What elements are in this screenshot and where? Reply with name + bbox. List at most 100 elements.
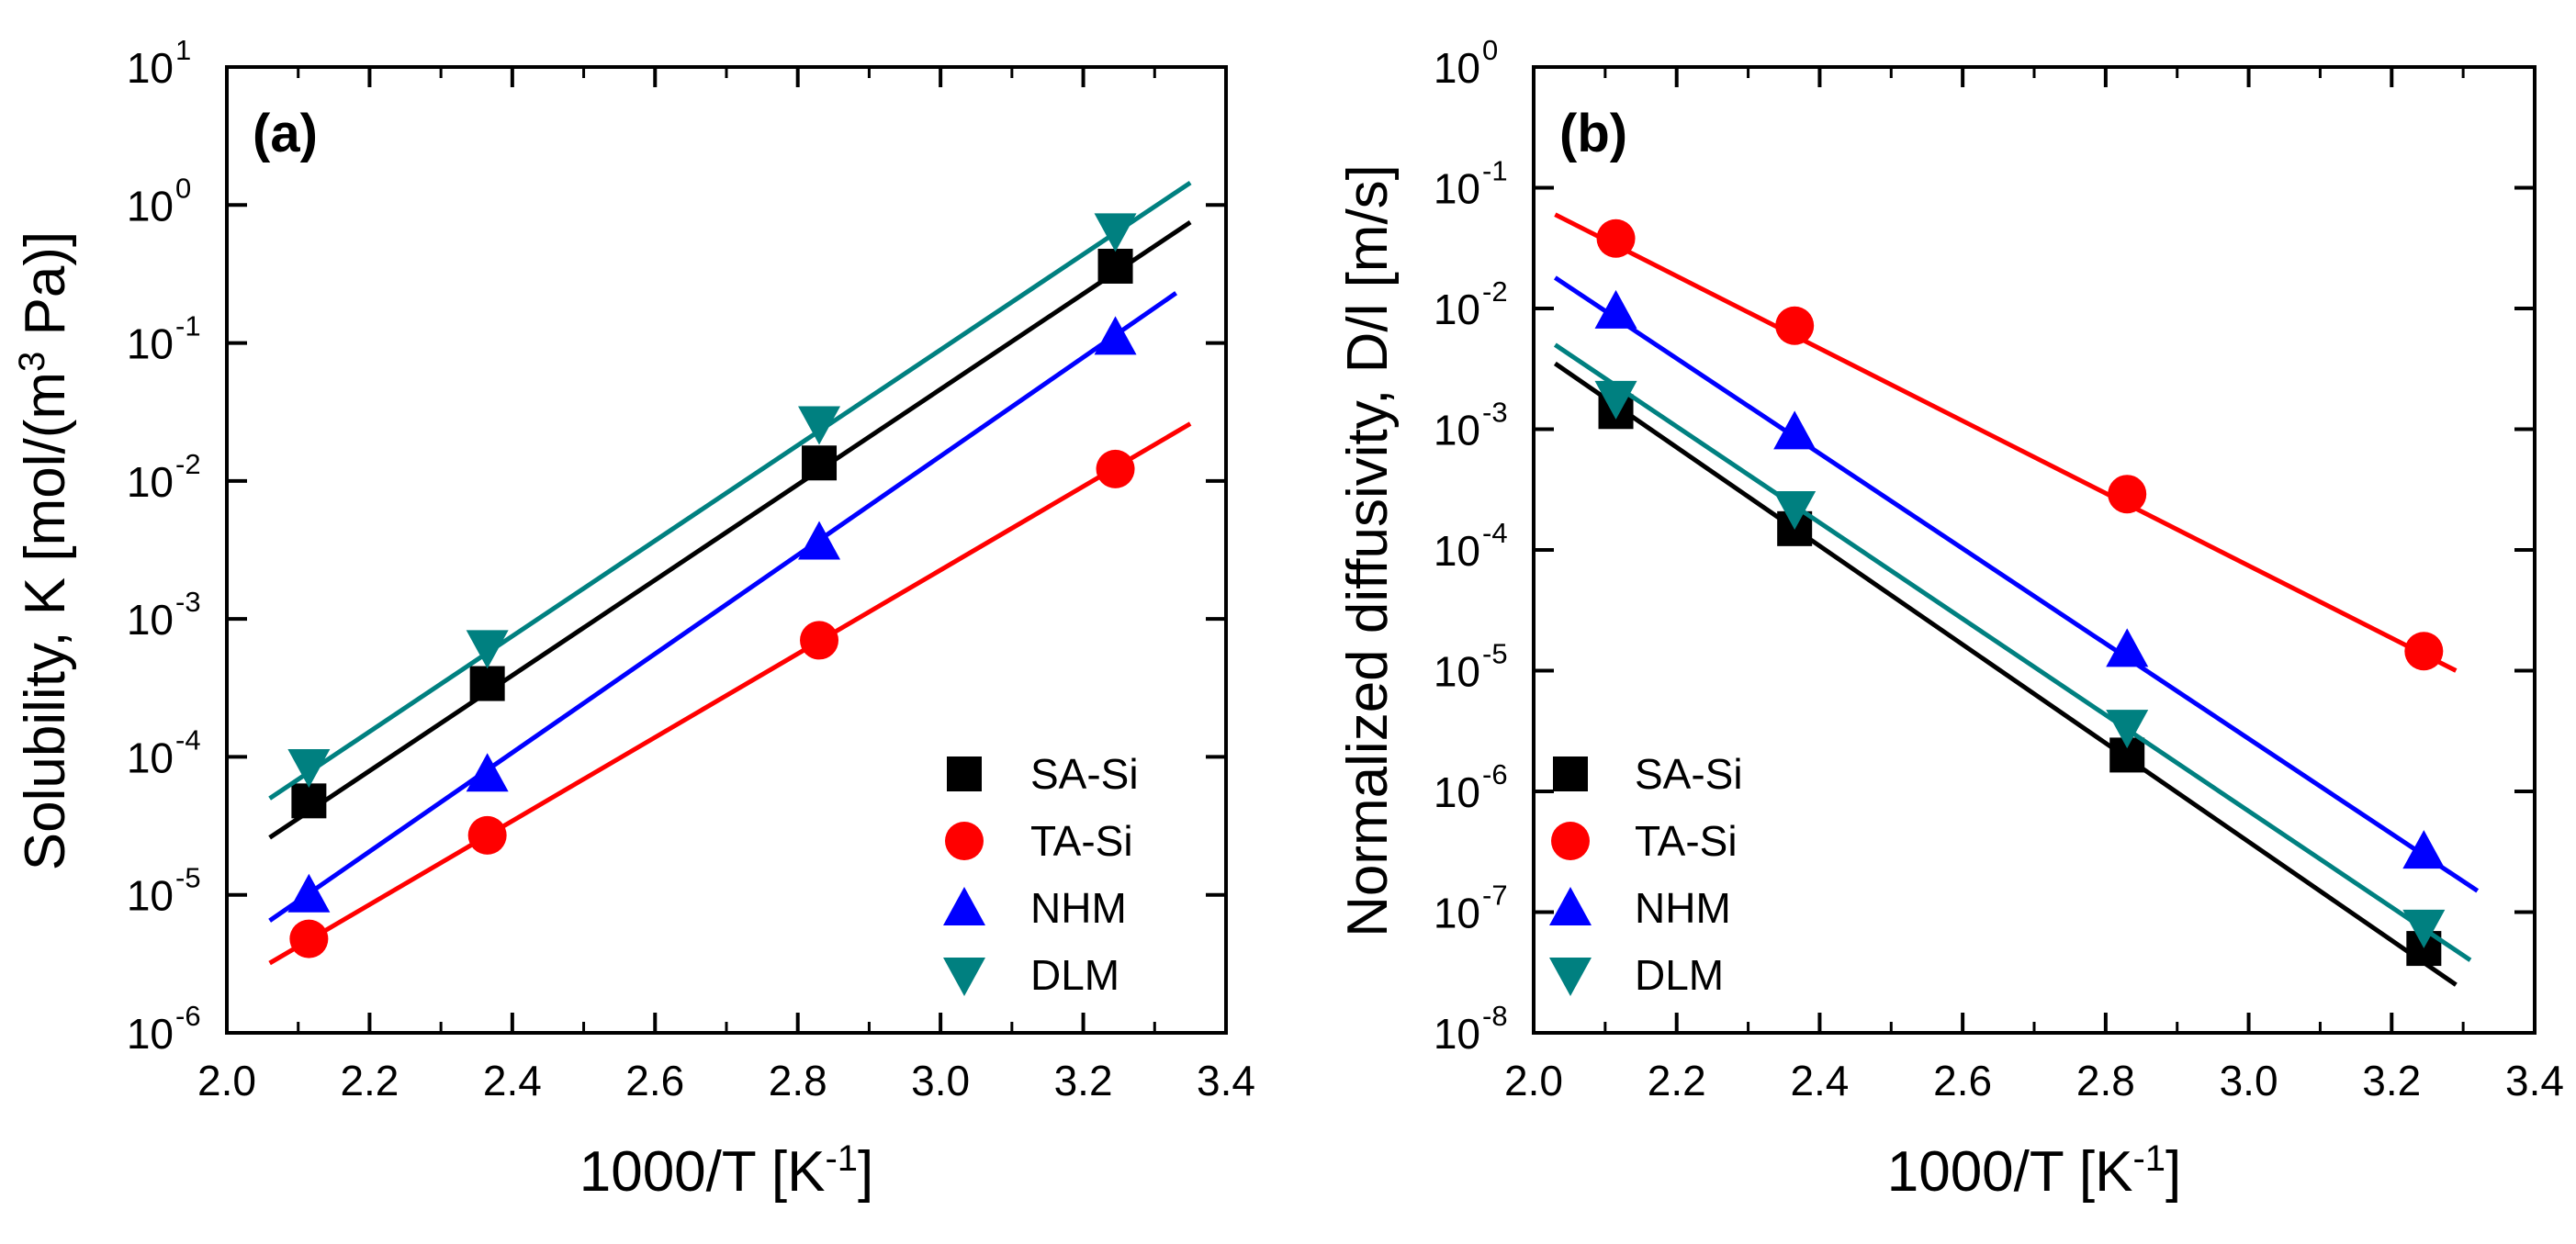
- y-tick-label: 10 -1: [127, 310, 201, 368]
- x-tick-label: 3.2: [1054, 1057, 1113, 1104]
- legend: SA-Si TA-Si NHM DLM: [943, 750, 1139, 999]
- legend-label: SA-Si: [1635, 750, 1743, 798]
- panel-label: (b): [1559, 104, 1627, 163]
- legend-label: NHM: [1635, 884, 1731, 932]
- x-axis-title: 1000/T [K-1]: [579, 1138, 874, 1204]
- data-point: [1773, 490, 1817, 530]
- series-nhm: [1553, 275, 2480, 893]
- x-axis-title-sup: -1: [2132, 1138, 2165, 1179]
- legend-marker: [943, 958, 985, 996]
- y-tick-label: 10 -1: [1434, 155, 1508, 213]
- y-tick-label: 10 -3: [1434, 397, 1508, 454]
- y-tick-base: 10: [127, 872, 174, 920]
- y-tick-label: 10 -6: [1434, 758, 1508, 816]
- series-dlm: [268, 180, 1192, 801]
- legend-marker: [947, 756, 982, 791]
- data-point: [798, 406, 841, 445]
- y-tick-label: 10 -5: [127, 862, 201, 920]
- data-point: [1096, 449, 1135, 488]
- y-tick-exponent: -3: [1482, 397, 1508, 429]
- y-tick-label: 10 1: [127, 34, 191, 92]
- data-point: [798, 521, 841, 560]
- series-ta-si: [1554, 212, 2458, 673]
- fit-line: [1553, 361, 2458, 987]
- y-tick-base: 10: [1434, 648, 1480, 696]
- data-point: [1094, 316, 1137, 355]
- data-point: [291, 783, 327, 819]
- y-tick-label: 10 -2: [127, 448, 201, 506]
- legend-marker: [1549, 958, 1592, 996]
- y-tick-base: 10: [1434, 165, 1480, 213]
- y-axis-title-main: Solubility, K [mol/(m: [14, 372, 77, 870]
- legend-label: DLM: [1030, 951, 1119, 999]
- legend-item: DLM: [943, 951, 1119, 999]
- legend-label: DLM: [1635, 951, 1724, 999]
- data-point: [2402, 830, 2446, 869]
- legend-item: SA-Si: [947, 750, 1139, 798]
- x-axis-title-main: 1000/T [K: [579, 1140, 826, 1204]
- fit-line: [1554, 212, 2458, 673]
- x-tick-label: 2.8: [769, 1057, 827, 1104]
- legend-marker: [945, 822, 984, 860]
- fit-line: [1553, 342, 2472, 962]
- legend-marker: [943, 887, 985, 925]
- y-tick-exponent: -2: [175, 448, 201, 480]
- data-point: [2108, 475, 2147, 514]
- y-tick-exponent: 1: [175, 34, 191, 66]
- fit-line: [268, 219, 1192, 840]
- y-axis-title-end: Pa)]: [14, 231, 77, 352]
- fit-line: [268, 291, 1178, 923]
- y-tick-exponent: -5: [175, 862, 201, 894]
- data-point: [2404, 632, 2444, 671]
- x-axis: 2.0 2.2 2.4 2.6 2.8 3.0 3.2 3.4: [1504, 67, 2564, 1104]
- legend-label: SA-Si: [1030, 750, 1139, 798]
- y-tick-label: 10 0: [127, 172, 191, 230]
- data-point: [1596, 219, 1636, 258]
- data-point: [2106, 628, 2149, 667]
- legend-label: TA-Si: [1635, 817, 1738, 865]
- y-tick-exponent: -3: [175, 586, 201, 618]
- legend-item: NHM: [1549, 884, 1731, 932]
- x-tick-label: 2.4: [483, 1057, 542, 1104]
- fit-line: [268, 180, 1192, 801]
- y-tick-exponent: -5: [1482, 638, 1508, 670]
- series-dlm: [1553, 342, 2472, 962]
- data-point: [1594, 380, 1637, 420]
- y-tick-base: 10: [1434, 44, 1480, 92]
- y-tick-exponent: -6: [1482, 758, 1508, 790]
- series-sa-si: [268, 219, 1192, 840]
- y-tick-base: 10: [127, 458, 174, 506]
- data-point: [469, 666, 505, 701]
- x-tick-label: 3.2: [2362, 1057, 2421, 1104]
- series-ta-si: [268, 421, 1192, 966]
- x-tick-label: 3.0: [911, 1057, 970, 1104]
- y-tick-base: 10: [1434, 768, 1480, 816]
- x-axis-title-sup: -1: [825, 1138, 858, 1179]
- y-tick-base: 10: [1434, 527, 1480, 575]
- y-tick-label: 10 -6: [127, 1000, 201, 1058]
- data-point: [1097, 248, 1133, 284]
- x-axis: 2.0 2.2 2.4 2.6 2.8 3.0 3.2 3.4: [197, 67, 1255, 1104]
- y-axis-title-main: Normalized diffusivity, D/l [m/s]: [1336, 164, 1400, 937]
- y-tick-exponent: -4: [1482, 517, 1508, 549]
- y-tick-label: 10 -4: [127, 723, 201, 781]
- panel-label: (a): [253, 104, 318, 163]
- y-tick-base: 10: [1434, 890, 1480, 937]
- y-tick-base: 10: [127, 320, 174, 368]
- y-tick-label: 10 -5: [1434, 638, 1508, 696]
- data-point: [287, 749, 331, 789]
- data-point: [467, 815, 507, 855]
- data-point: [466, 630, 509, 669]
- data-point: [287, 873, 331, 913]
- data-point: [2106, 710, 2149, 749]
- legend-item: TA-Si: [945, 817, 1133, 865]
- legend-marker: [1551, 822, 1590, 860]
- y-axis-title-sup: 3: [12, 352, 52, 372]
- x-tick-label: 3.4: [2505, 1057, 2564, 1104]
- y-tick-exponent: -7: [1482, 880, 1508, 912]
- panel-a-solubility-chart: 2.0 2.2 2.4 2.6 2.8 3.0 3.2 3.410-610-510-410-3…: [12, 34, 1255, 1204]
- legend-marker: [1553, 756, 1588, 791]
- data-point: [1773, 410, 1817, 450]
